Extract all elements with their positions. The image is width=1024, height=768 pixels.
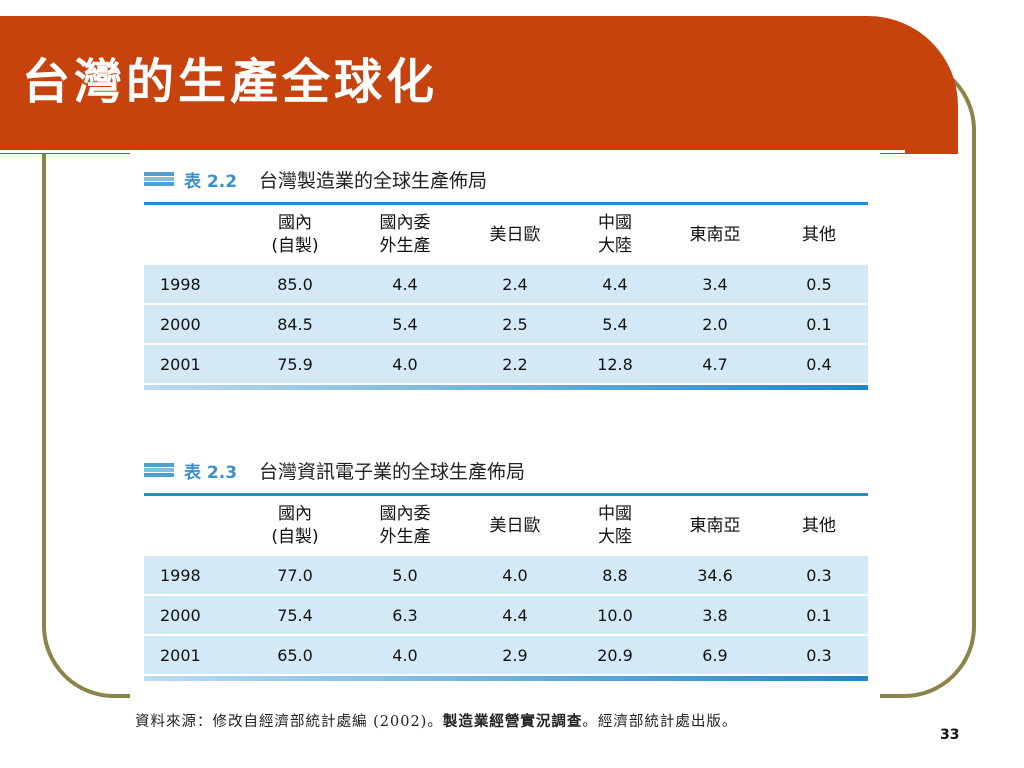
table-cell: 0.1 — [806, 314, 832, 334]
table-number: 表 2.3 — [184, 462, 238, 483]
table-header-row: 國內 (自製) 國內委 外生產 美日歐 中國 大陸 東南亞 其他 — [144, 496, 868, 556]
table-image-area: 表 2.2 台灣製造業的全球生產佈局 國內 (自製) 國內委 外生產 美日歐 中… — [130, 150, 880, 698]
table-top-rule — [144, 493, 868, 496]
table-row: 2001 75.9 4.0 2.2 12.8 4.7 0.4 — [144, 345, 868, 385]
table-cell: 2.9 — [502, 645, 528, 665]
title-banner: 台灣的生產全球化 — [0, 16, 958, 154]
table-cell: 2.4 — [502, 274, 528, 294]
table-caption: 表 2.3 台灣資訊電子業的全球生產佈局 — [144, 455, 868, 485]
table-top-rule — [144, 202, 868, 205]
table-row: 2000 84.5 5.4 2.5 5.4 2.0 0.1 — [144, 305, 868, 345]
table-cell: 77.0 — [277, 565, 313, 585]
year-cell: 2000 — [160, 605, 201, 625]
source-prefix: 資料來源：修改自經濟部統計處編 (2002)。 — [135, 714, 443, 730]
table-cell: 75.4 — [277, 605, 313, 625]
header-cell: 中國 大陸 — [598, 504, 632, 547]
header-cell: 國內委 外生產 — [379, 504, 431, 547]
table-row: 2000 75.4 6.3 4.4 10.0 3.8 0.1 — [144, 596, 868, 636]
table-cell: 4.7 — [702, 354, 728, 374]
source-publication-title: 製造業經營實況調查 — [442, 713, 583, 730]
table-cell: 34.6 — [697, 565, 733, 585]
table-cell: 0.3 — [806, 565, 832, 585]
year-cell: 2000 — [160, 314, 201, 334]
header-cell: 美日歐 — [489, 224, 541, 245]
table-cell: 84.5 — [277, 314, 313, 334]
table-cell: 2.5 — [502, 314, 528, 334]
year-cell: 2001 — [160, 354, 201, 374]
table-title: 台灣資訊電子業的全球生產佈局 — [259, 460, 526, 483]
table-cell: 8.8 — [602, 565, 628, 585]
source-note: 資料來源：修改自經濟部統計處編 (2002)。製造業經營實況調查。經濟部統計處出… — [135, 710, 875, 734]
table-cell: 5.4 — [392, 314, 418, 334]
table-bottom-rule — [144, 676, 868, 681]
table-row: 1998 77.0 5.0 4.0 8.8 34.6 0.3 — [144, 556, 868, 596]
header-cell: 東南亞 — [689, 224, 741, 245]
table-cell: 2.0 — [702, 314, 728, 334]
slide-title: 台灣的生產全球化 — [22, 54, 439, 110]
header-cell: 東南亞 — [689, 515, 741, 536]
table-cell: 10.0 — [597, 605, 633, 625]
table-cell: 3.4 — [702, 274, 728, 294]
header-cell: 國內 (自製) — [271, 504, 319, 547]
table-bars-icon — [144, 172, 174, 186]
table-cell: 5.4 — [602, 314, 628, 334]
table-bottom-rule — [144, 385, 868, 390]
table-cell: 5.0 — [392, 565, 418, 585]
table-cell: 4.4 — [602, 274, 628, 294]
table-cell: 4.4 — [392, 274, 418, 294]
year-cell: 1998 — [160, 274, 201, 294]
table-cell: 4.0 — [502, 565, 528, 585]
year-cell: 1998 — [160, 565, 201, 585]
table-cell: 85.0 — [277, 274, 313, 294]
table-header-row: 國內 (自製) 國內委 外生產 美日歐 中國 大陸 東南亞 其他 — [144, 205, 868, 265]
table-cell: 4.0 — [392, 645, 418, 665]
header-cell: 其他 — [802, 515, 836, 536]
table-cell: 20.9 — [597, 645, 633, 665]
table-2-2: 表 2.2 台灣製造業的全球生產佈局 國內 (自製) 國內委 外生產 美日歐 中… — [144, 164, 868, 390]
table-cell: 0.3 — [806, 645, 832, 665]
header-cell: 其他 — [802, 224, 836, 245]
page-number: 33 — [940, 727, 960, 743]
table-caption: 表 2.2 台灣製造業的全球生產佈局 — [144, 164, 868, 194]
table-2-3: 表 2.3 台灣資訊電子業的全球生產佈局 國內 (自製) 國內委 外生產 美日歐… — [144, 455, 868, 681]
table-title: 台灣製造業的全球生產佈局 — [259, 169, 488, 192]
header-cell: 中國 大陸 — [598, 213, 632, 256]
table-cell: 4.0 — [392, 354, 418, 374]
header-cell: 國內 (自製) — [271, 213, 319, 256]
table-row: 2001 65.0 4.0 2.9 20.9 6.9 0.3 — [144, 636, 868, 676]
table-cell: 0.5 — [806, 274, 832, 294]
table-cell: 65.0 — [277, 645, 313, 665]
table-cell: 6.3 — [392, 605, 418, 625]
header-cell: 美日歐 — [489, 515, 541, 536]
table-row: 1998 85.0 4.4 2.4 4.4 3.4 0.5 — [144, 265, 868, 305]
header-cell: 國內委 外生產 — [379, 213, 431, 256]
table-cell: 12.8 — [597, 354, 633, 374]
table-cell: 0.1 — [806, 605, 832, 625]
table-cell: 6.9 — [702, 645, 728, 665]
table-cell: 0.4 — [806, 354, 832, 374]
year-cell: 2001 — [160, 645, 201, 665]
source-suffix: 。經濟部統計處出版。 — [582, 714, 738, 730]
table-cell: 75.9 — [277, 354, 313, 374]
table-number: 表 2.2 — [184, 171, 238, 192]
table-cell: 2.2 — [502, 354, 528, 374]
table-cell: 3.8 — [702, 605, 728, 625]
table-cell: 4.4 — [502, 605, 528, 625]
table-bars-icon — [144, 463, 174, 477]
